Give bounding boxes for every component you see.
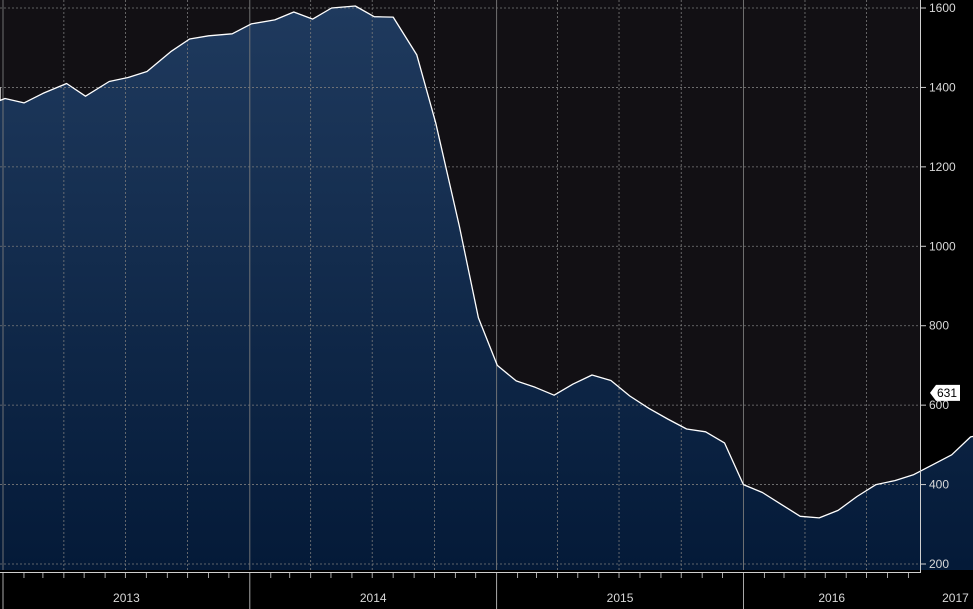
series-area-fill: [0, 6, 973, 570]
y-tick-label: 1600: [929, 1, 956, 15]
last-value-marker: 631: [930, 384, 960, 401]
gridlines: [0, 0, 920, 570]
x-tick-label: 2014: [360, 591, 387, 605]
x-axis: 2013 2014 2015 2016 2017: [2, 573, 969, 609]
y-tick-label: 600: [929, 398, 949, 412]
series-line: [0, 5, 973, 519]
last-value-label: 631: [937, 386, 957, 400]
y-tick-label: 1000: [929, 239, 956, 253]
y-tick-label: 800: [929, 319, 949, 333]
x-tick-label: 2015: [607, 591, 634, 605]
y-axis: 200 400 600 800 1000 1200 1400 1600: [920, 1, 956, 571]
y-tick-label: 1400: [929, 80, 956, 94]
y-tick-label: 1200: [929, 160, 956, 174]
x-tick-label: 2016: [818, 591, 845, 605]
x-tick-label: 2013: [113, 591, 140, 605]
x-tick-label: 2017: [942, 591, 969, 605]
last-value-flag: [930, 384, 960, 401]
y-tick-label: 400: [929, 478, 949, 492]
y-tick-label: 200: [929, 557, 949, 571]
